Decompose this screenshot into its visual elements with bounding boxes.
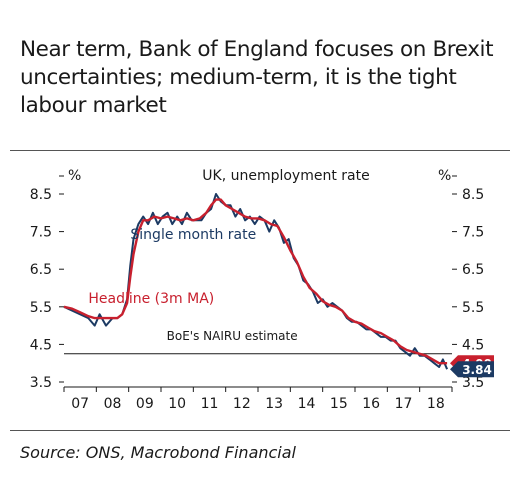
x-tick-label: 18: [427, 396, 445, 412]
x-tick-label: 12: [233, 396, 251, 412]
chart-axes: [59, 175, 457, 392]
nairu-label: BoE's NAIRU estimate: [167, 329, 298, 343]
x-tick-label: 17: [395, 396, 413, 412]
y-tick-label-left: 7.5: [30, 225, 52, 241]
unemployment-chart: 8.5 8.5 7.5 7.5 6.5 6.5 5.5 5.5 4.5 4.5 3.5 3.5 07 08…: [30, 168, 494, 412]
x-tick-label: 15: [330, 396, 348, 412]
single-month-end-tag-text: 3.84: [462, 363, 492, 377]
chart-labels: 8.5 8.5 7.5 7.5 6.5 6.5 5.5 5.5 4.5 4.5 3.5 3.5 07 08…: [30, 187, 494, 412]
x-tick-label: 10: [168, 396, 186, 412]
x-tick-label: 11: [201, 396, 219, 412]
y-axis-unit-right: %: [438, 168, 451, 184]
y-tick-label-right: 4.5: [462, 337, 484, 353]
x-tick-label: 14: [298, 396, 316, 412]
x-tick-label: 13: [265, 396, 283, 412]
y-tick-label-left: 5.5: [30, 300, 52, 316]
chart-series: [63, 193, 449, 370]
y-tick-label-right: 5.5: [462, 300, 484, 316]
y-tick-label-right: 7.5: [462, 225, 484, 241]
y-tick-label-left: 6.5: [30, 262, 52, 278]
y-axis-unit-left: %: [68, 168, 81, 184]
single-month-end-tag: 3.84: [450, 361, 494, 378]
x-tick-label: 07: [71, 396, 89, 412]
single-month-rate-label: Single month rate: [130, 227, 256, 243]
bottom-divider: [10, 430, 510, 431]
x-tick-label: 16: [362, 396, 380, 412]
headline-label: Headline (3m MA): [88, 291, 214, 307]
top-divider: [10, 150, 510, 151]
y-tick-label-right: 6.5: [462, 262, 484, 278]
y-tick-label-left: 3.5: [30, 375, 52, 391]
y-tick-label-right: 3.5: [462, 375, 484, 391]
single-month-end-tag-box: [450, 361, 494, 378]
chart-subtitle: UK, unemployment rate: [202, 168, 369, 184]
x-tick-label: 09: [136, 396, 154, 412]
y-tick-label-right: 8.5: [462, 187, 484, 203]
chart-title: Near term, Bank of England focuses on Br…: [20, 37, 494, 118]
x-tick-label: 08: [104, 396, 122, 412]
y-tick-label-left: 4.5: [30, 337, 52, 353]
single-month-rate-line: [63, 193, 449, 370]
source-note: Source: ONS, Macrobond Financial: [20, 443, 296, 462]
headline-3m-ma-line: [63, 198, 448, 365]
y-tick-label-left: 8.5: [30, 187, 52, 203]
